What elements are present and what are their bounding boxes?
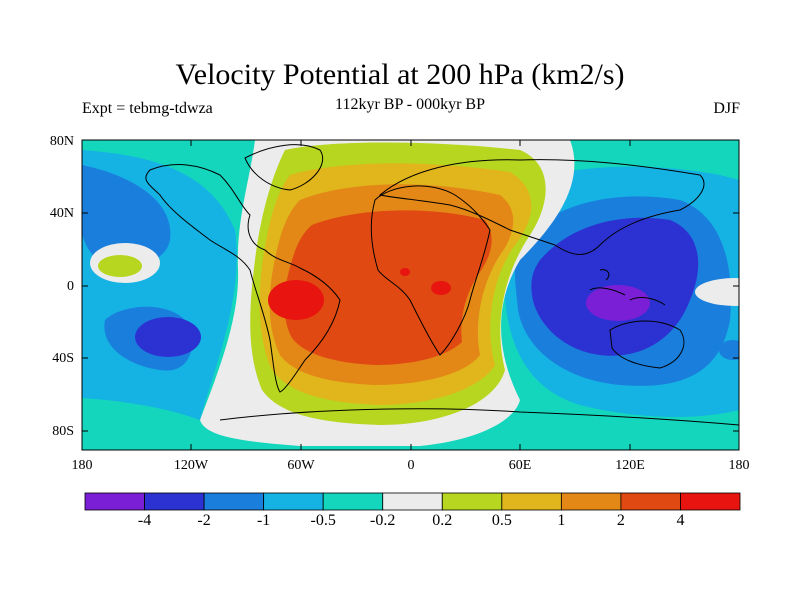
contour-fill-neg1-australia-east (719, 340, 739, 360)
colorbar-swatch-3 (263, 492, 324, 511)
colorbar-swatch-4 (322, 492, 384, 511)
colorbar-label-1: -2 (197, 512, 211, 529)
colorbar-label-8: 2 (616, 512, 625, 529)
contour-fill-neg1-npac (82, 165, 171, 266)
coastline-indonesia (589, 269, 666, 306)
contour-fill-pos4-africa (431, 281, 451, 295)
lon-tick-120w: 120W (173, 458, 209, 473)
colorbar-label-2: -1 (256, 512, 271, 529)
period-subtitle: 112kyr BP - 000kyr BP (335, 96, 485, 113)
axis-ticks (82, 139, 739, 450)
colorbar-label-0: -4 (137, 512, 152, 529)
season-label: DJF (713, 100, 740, 117)
lon-tick-60e: 60E (508, 458, 532, 473)
colorbar-swatch-2 (203, 492, 265, 511)
colorbar-swatch-7 (501, 492, 562, 511)
lon-tick-60w: 60W (287, 458, 315, 473)
lon-tick-0: 0 (407, 458, 415, 473)
lon-tick-180e: 180 (728, 458, 750, 473)
contour-fill-pos2 (284, 210, 492, 365)
lat-tick-40n: 40N (49, 206, 74, 221)
colorbar-label-6: 0.5 (491, 512, 512, 529)
colorbar-label-7: 1 (557, 512, 566, 529)
coastlines (145, 144, 739, 426)
lat-tick-80s: 80S (52, 424, 74, 439)
colorbar-swatch-10 (680, 492, 741, 511)
contour-fill-pos-dateline (695, 278, 739, 306)
contour-fill-neg2-spac (135, 317, 201, 357)
colorbar-label-5: 0.2 (432, 512, 453, 529)
colorbar-swatch-8 (560, 492, 622, 511)
colorbar-swatch-1 (144, 492, 205, 511)
colorbar-swatch-5 (382, 492, 443, 511)
colorbar-swatch-0 (84, 492, 145, 511)
coastline-greenland (244, 144, 324, 191)
coastline-australia (609, 320, 685, 369)
lat-tick-80n: 80N (49, 134, 74, 149)
coastline-eurasia (378, 159, 705, 255)
colorbar-swatch-9 (620, 492, 681, 511)
experiment-label: Expt = tebmg-tdwza (82, 100, 213, 117)
contour-fill-neg4-east (586, 285, 650, 321)
colorbar-label-4: -0.2 (370, 512, 396, 529)
coastline-antarctica (219, 408, 739, 426)
coastline-africa (370, 185, 491, 356)
map-title: Velocity Potential at 200 hPa (km2/s) (175, 58, 625, 91)
contour-fill-pos4-samerica (268, 280, 324, 320)
contour-fill-pos4-wafrica (400, 268, 410, 276)
colorbar-label-9: 4 (676, 512, 685, 529)
lon-tick-180w: 180 (71, 458, 93, 473)
contour-fill-pos-pac-inner (98, 255, 142, 277)
colorbar (84, 492, 741, 511)
lat-tick-40s: 40S (52, 351, 74, 366)
coastline-americas (145, 164, 341, 393)
colorbar-label-3: -0.5 (310, 512, 336, 529)
contour-field (82, 140, 739, 450)
colorbar-swatch-6 (441, 492, 503, 511)
lon-tick-120e: 120E (615, 458, 645, 473)
lat-tick-eq: 0 (67, 279, 74, 294)
